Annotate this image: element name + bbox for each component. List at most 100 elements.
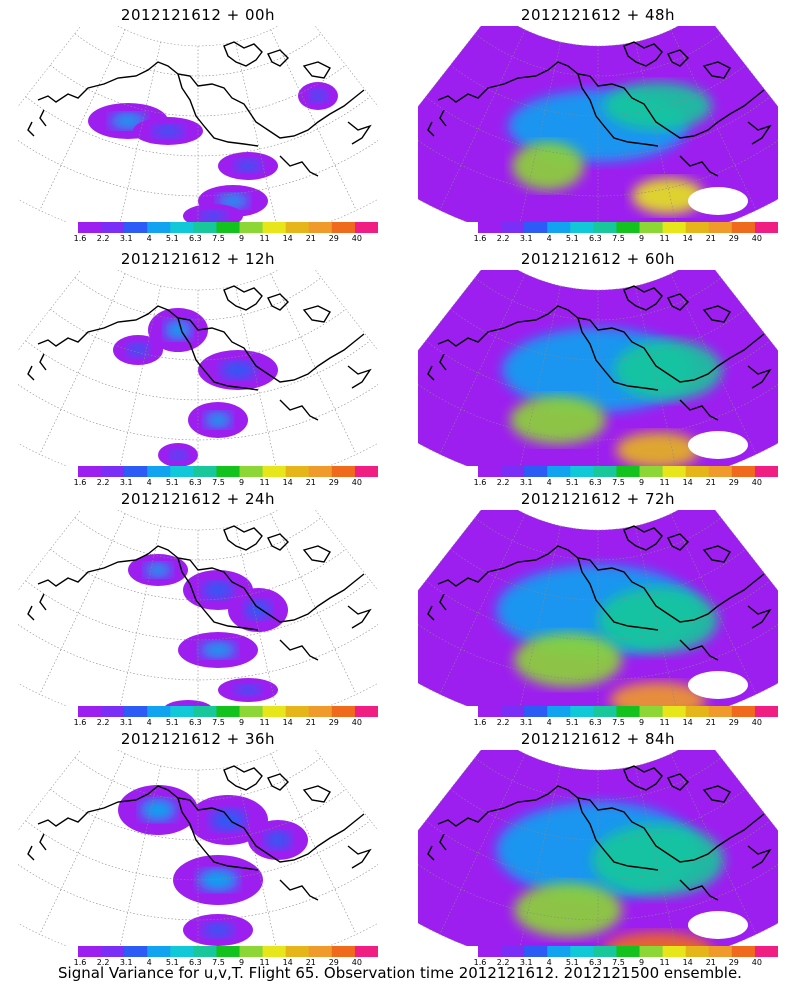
coastline	[702, 785, 731, 803]
colorbar-swatch	[708, 222, 733, 233]
colorbar-tick-label: 5.1	[165, 718, 179, 727]
domain-outline	[18, 270, 378, 466]
colorbar-tick-label: 40	[351, 234, 362, 243]
coastline	[177, 797, 259, 871]
colorbar-tick-label: 29	[728, 718, 739, 727]
colorbar-swatch	[262, 466, 287, 477]
coastline	[223, 41, 263, 67]
colorbar-swatch	[616, 946, 640, 957]
colorbar-tick-label: 6.3	[189, 234, 202, 243]
colorbar-tick-label: 7.5	[212, 234, 225, 243]
colorbar-swatch	[262, 946, 287, 957]
colorbar-labels: 1.6 2.2 3.1 4 5.1 6.3 7.5 9 11 14 21 29 40	[74, 718, 378, 728]
colorbar-tick-label: 21	[705, 478, 716, 487]
colorbar-swatch	[308, 946, 333, 957]
forecast-panel: 2012121612 + 00h 1.6 2.2 3.1 4 5.1 6.3 7.5 9 11 14…	[18, 0, 378, 243]
variance-map	[418, 26, 778, 222]
coastline	[27, 121, 35, 137]
colorbar-tick-label: 40	[351, 478, 362, 487]
colorbar-swatch	[524, 706, 548, 717]
colorbar	[478, 222, 778, 233]
coastline	[747, 121, 772, 145]
colorbar-swatch	[193, 466, 217, 477]
colorbar-tick-label: 11	[659, 478, 670, 487]
colorbar-tick-label: 4	[546, 718, 552, 727]
coastline	[302, 545, 331, 563]
colorbar-tick-label: 3.1	[519, 718, 533, 727]
colorbar-swatch	[216, 946, 240, 957]
colorbar-swatch	[593, 706, 617, 717]
colorbar-swatch	[593, 222, 617, 233]
variance-map	[18, 510, 378, 706]
colorbar-tick-label: 9	[238, 958, 245, 967]
colorbar-tick-label: 6.3	[189, 958, 202, 967]
colorbar-swatch	[308, 222, 333, 233]
variance-blob	[512, 142, 584, 190]
colorbar-tick-label: 1.6	[473, 718, 487, 727]
variance-blob	[514, 633, 622, 687]
variance-blob-core	[169, 449, 187, 461]
colorbar-tick-label: 14	[282, 718, 293, 727]
colorbar	[78, 706, 378, 717]
variance-blob-core	[200, 641, 236, 659]
colorbar-swatch	[147, 706, 171, 717]
colorbar-tick-label: 21	[305, 718, 316, 727]
variance-blob	[632, 178, 704, 214]
coastline	[439, 593, 447, 611]
variance-blob-core	[264, 831, 292, 849]
colorbar-swatch	[101, 222, 125, 233]
colorbar-swatch	[708, 706, 733, 717]
coastline	[279, 399, 319, 421]
colorbar-tick-label: 7.5	[612, 958, 625, 967]
coastlines	[427, 285, 772, 421]
panel-title: 2012121612 + 24h	[120, 490, 276, 508]
coastline	[27, 845, 35, 861]
coastline	[679, 399, 719, 421]
domain-outline	[18, 750, 378, 946]
colorbar-swatch	[147, 222, 171, 233]
coastline	[427, 365, 435, 381]
colorbar-tick-label: 29	[728, 234, 739, 243]
colorbar-swatch	[78, 946, 102, 957]
variance-blob	[510, 396, 606, 444]
coastline	[679, 639, 719, 661]
colorbar-tick-label: 1.6	[73, 234, 87, 243]
colorbar-tick-label: 40	[751, 234, 762, 243]
coastline	[437, 785, 765, 863]
coastline	[702, 305, 731, 323]
coastline	[223, 765, 263, 791]
variance-field	[113, 308, 278, 466]
coastline	[223, 285, 263, 311]
colorbar-tick-label: 6.3	[189, 478, 202, 487]
coastline	[702, 61, 731, 79]
colorbar-tick-label: 40	[751, 958, 762, 967]
variance-map	[418, 510, 778, 706]
coastline	[679, 155, 719, 177]
colorbar-tick-label: 40	[751, 718, 762, 727]
colorbar-swatch	[78, 706, 102, 717]
coastlines	[27, 285, 372, 421]
colorbar-swatch	[193, 946, 217, 957]
colorbar-swatch	[78, 222, 102, 233]
coastline	[577, 317, 659, 391]
graticule	[18, 753, 378, 946]
coastline	[437, 61, 765, 139]
colorbar-swatch	[331, 946, 356, 957]
coastline	[623, 525, 663, 551]
colorbar-labels: 1.6 2.2 3.1 4 5.1 6.3 7.5 9 11 14 21 29 40	[74, 958, 378, 968]
low-variance-gap	[688, 187, 748, 215]
coastline	[623, 285, 663, 311]
colorbar-swatch	[239, 946, 264, 957]
coastline	[39, 109, 47, 127]
variance-blob-core	[234, 684, 262, 696]
graticule	[418, 753, 778, 946]
colorbar-swatch	[216, 466, 240, 477]
colorbar-tick-label: 11	[259, 478, 270, 487]
colorbar-tick-label: 14	[282, 478, 293, 487]
coastline	[347, 121, 372, 145]
colorbar-tick-label: 5.1	[565, 478, 579, 487]
colorbar-swatch	[147, 466, 171, 477]
variance-blob-core	[234, 159, 262, 173]
coastline	[279, 639, 319, 661]
panel-title: 2012121612 + 12h	[120, 250, 276, 268]
